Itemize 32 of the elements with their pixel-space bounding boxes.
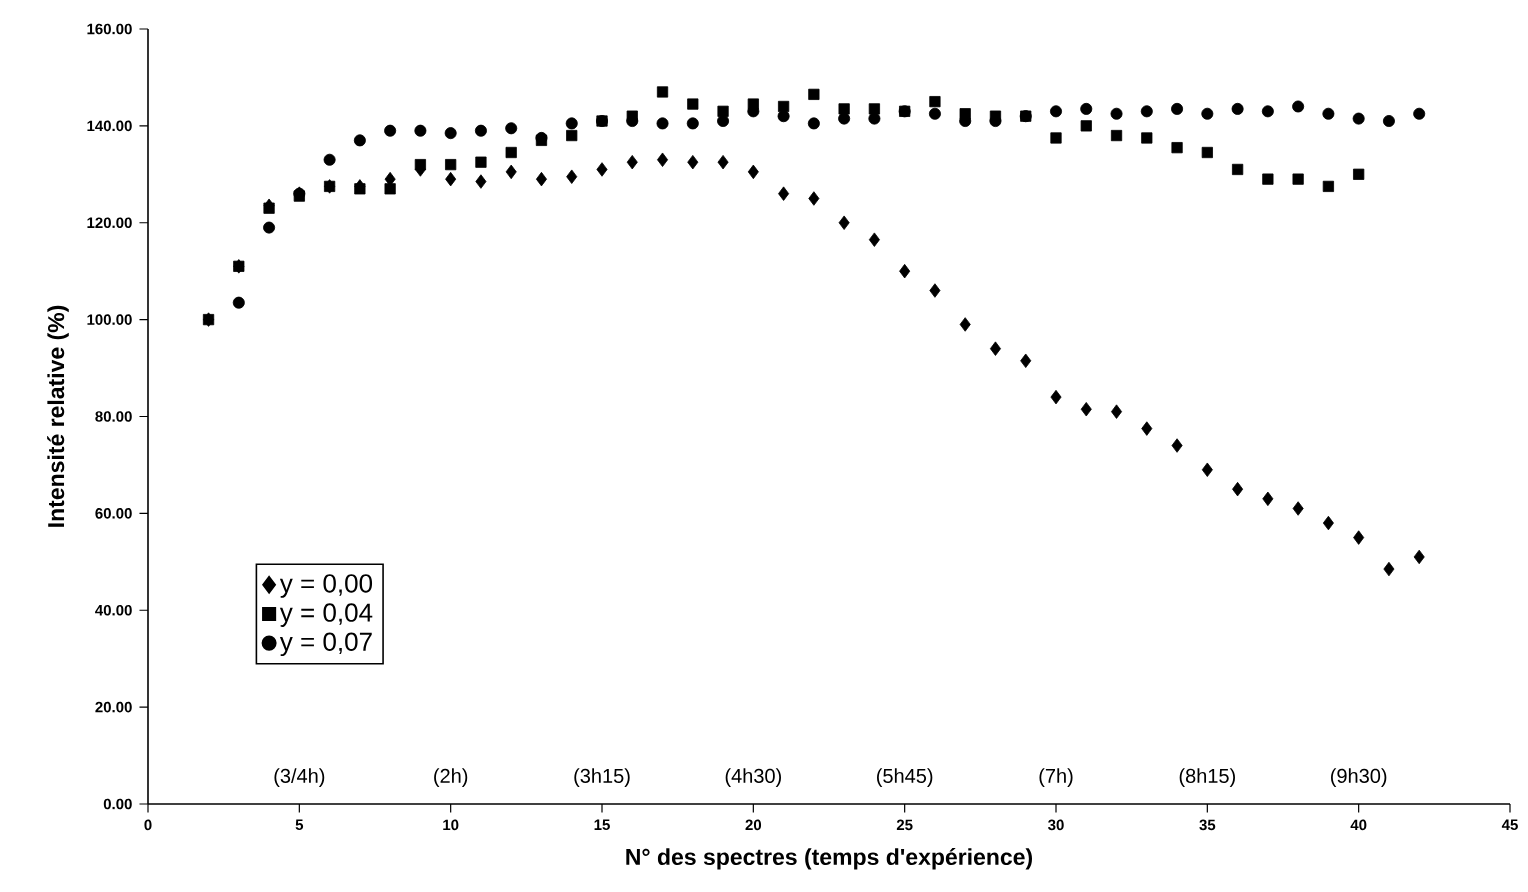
- x-tick-label: 10: [443, 819, 459, 831]
- x-tick-label: 45: [1501, 819, 1518, 831]
- y-tick-label: 80.00: [95, 411, 132, 422]
- y-tick-label: 40.00: [95, 604, 132, 616]
- annotation: (5h45): [877, 768, 933, 787]
- legend-label: y = 0,04: [279, 603, 373, 627]
- annotation: (4h30): [725, 768, 781, 787]
- x-tick-label: 25: [896, 819, 913, 831]
- x-tick-label: 5: [295, 819, 304, 831]
- y-tick-label: 120.00: [87, 217, 132, 229]
- x-tick-label: 15: [594, 819, 610, 831]
- annotation: (3/4h): [274, 768, 325, 787]
- y-axis-title: Intensité relative (%): [47, 305, 69, 527]
- annotation: (3h15): [574, 768, 630, 787]
- x-tick-label: 35: [1199, 819, 1216, 831]
- annotation: (8h15): [1179, 768, 1235, 787]
- legend-label: y = 0,07: [279, 632, 372, 657]
- x-tick-label: 30: [1048, 819, 1064, 831]
- y-tick-label: 60.00: [95, 508, 132, 519]
- y-tick-label: 20.00: [95, 701, 132, 713]
- y-tick-label: 160.00: [87, 23, 132, 35]
- x-tick-label: 20: [745, 819, 762, 831]
- x-axis-title: N° des spectres (temps d'expérience): [626, 847, 1033, 870]
- y-tick-label: 140.00: [87, 120, 132, 132]
- y-tick-label: 100.00: [87, 314, 132, 325]
- annotation: (9h30): [1331, 768, 1387, 787]
- x-tick-label: 40: [1350, 819, 1367, 831]
- y-tick-label: 0.00: [103, 798, 132, 810]
- annotation: (7h): [1039, 768, 1073, 787]
- x-tick-label: 0: [144, 819, 152, 831]
- legend-label: y = 0,00: [279, 574, 373, 598]
- annotation: (2h): [434, 768, 468, 787]
